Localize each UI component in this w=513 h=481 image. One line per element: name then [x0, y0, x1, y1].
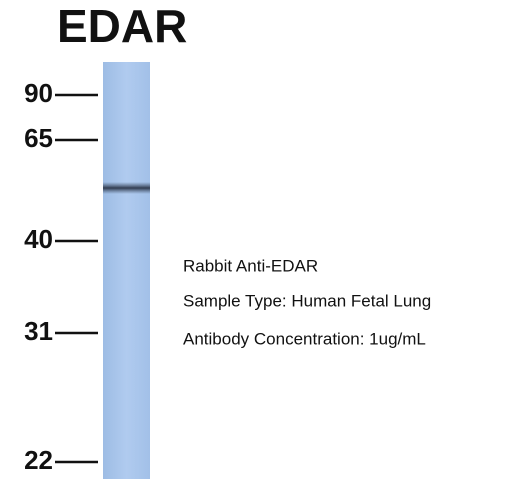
marker-label: 40	[24, 224, 53, 254]
lane	[103, 62, 150, 479]
annotation: Rabbit Anti-EDAR	[183, 256, 318, 275]
marker-label: 65	[24, 123, 53, 153]
band	[103, 182, 150, 194]
blot-figure: EDAR 90 65 40 31 22 Rabbit Anti-EDAR Sample …	[0, 0, 513, 481]
annotation: Sample Type: Human Fetal Lung	[183, 291, 431, 310]
marker-label: 90	[24, 78, 53, 108]
marker-label: 22	[24, 445, 53, 475]
marker-label: 31	[24, 316, 53, 346]
marker-group: 90 65 40 31 22	[24, 78, 98, 475]
annotation: Antibody Concentration: 1ug/mL	[183, 329, 426, 348]
title: EDAR	[57, 0, 187, 52]
